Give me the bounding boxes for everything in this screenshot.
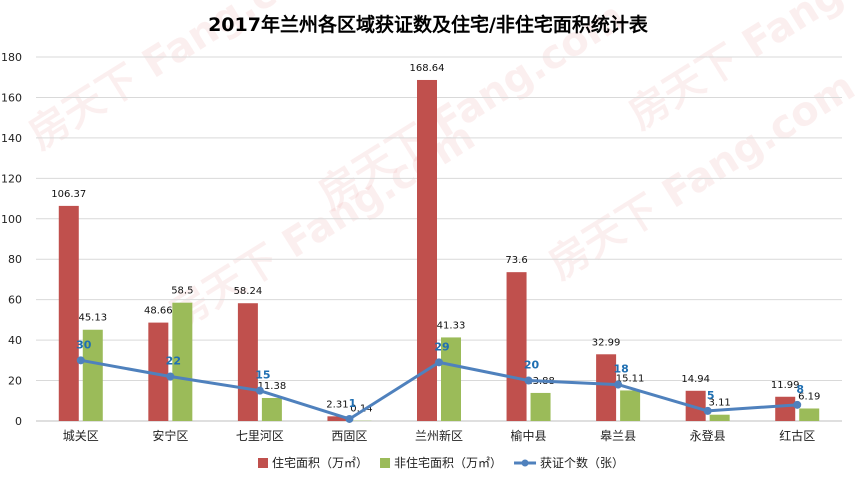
data-label-residential: 11.99 <box>771 380 800 391</box>
x-category-label: 安宁区 <box>152 428 188 443</box>
gridlines <box>36 56 842 422</box>
bar-non-residential <box>172 302 193 421</box>
legend-label: 住宅面积（万㎡） <box>272 455 368 470</box>
line-point <box>793 400 802 409</box>
data-label-certificate-count: 20 <box>524 359 540 372</box>
data-label-residential: 73.6 <box>505 255 527 266</box>
line-point <box>614 380 623 389</box>
legend-swatch-marker <box>521 459 529 467</box>
y-tick-label: 140 <box>1 132 22 145</box>
data-label-residential: 58.24 <box>234 286 263 297</box>
chart-title: 2017年兰州各区域获证数及住宅/非住宅面积统计表 <box>208 13 649 36</box>
line-point <box>76 356 85 365</box>
x-category-label: 城关区 <box>63 429 99 443</box>
x-category-label: 永登县 <box>690 428 726 443</box>
y-tick-label: 80 <box>8 253 22 266</box>
bar-non-residential <box>530 392 551 421</box>
data-label-certificate-count: 29 <box>434 340 449 353</box>
y-tick-label: 120 <box>1 172 22 185</box>
y-tick-label: 100 <box>1 213 22 226</box>
x-category-label: 红古区 <box>779 428 815 443</box>
x-category-label: 西固区 <box>331 429 367 443</box>
legend-swatch <box>258 458 268 468</box>
data-label-residential: 106.37 <box>51 189 86 200</box>
line-point <box>524 376 533 385</box>
data-label-non-residential: 3.11 <box>709 398 731 409</box>
bar-non-residential <box>799 408 820 421</box>
bar-non-residential <box>82 329 103 421</box>
legend-swatch <box>380 458 391 468</box>
data-label-non-residential: 6.19 <box>798 391 820 402</box>
data-label-non-residential: 58.5 <box>171 286 193 297</box>
bar-residential <box>237 303 258 421</box>
data-label-certificate-count: 15 <box>255 369 270 382</box>
data-label-residential: 32.99 <box>592 337 621 348</box>
y-axis: 0 20 40 60 80 100 120 140 160 180 <box>1 51 22 428</box>
x-category-label: 七里河区 <box>236 429 284 443</box>
legend-label: 获证个数（张） <box>540 455 624 470</box>
x-category-label: 兰州新区 <box>415 428 463 443</box>
bar-non-residential <box>620 390 641 421</box>
y-tick-label: 40 <box>8 334 22 347</box>
bar-residential <box>417 79 437 421</box>
y-tick-label: 0 <box>15 415 22 428</box>
data-label-certificate-count: 8 <box>796 383 804 396</box>
x-category-label: 榆中县 <box>511 428 547 443</box>
data-label-residential: 14.94 <box>681 374 710 385</box>
bar-non-residential <box>261 397 282 421</box>
bar-residential <box>506 272 527 421</box>
line-series: 30 22 15 1 29 20 18 5 8 <box>76 338 804 423</box>
data-label-non-residential: 41.33 <box>437 320 466 331</box>
bar-residential <box>58 205 79 421</box>
y-tick-label: 160 <box>1 91 22 104</box>
line-point <box>703 406 712 415</box>
x-axis: 城关区 安宁区 七里河区 西固区 兰州新区 榆中县 皋兰县 永登县 红古区 <box>63 428 815 443</box>
line-point <box>166 372 175 381</box>
bar-residential <box>327 416 348 421</box>
y-tick-label: 60 <box>8 294 22 307</box>
bar-non-residential <box>441 337 461 421</box>
data-label-non-residential: 45.13 <box>78 313 107 324</box>
y-tick-label: 20 <box>8 375 22 388</box>
legend-label: 非住宅面积（万㎡） <box>394 455 502 470</box>
data-label-residential: 168.64 <box>410 63 445 74</box>
bar-residential <box>148 322 169 421</box>
data-label-residential: 2.31 <box>326 399 348 410</box>
line-point <box>435 358 443 367</box>
x-category-label: 皋兰县 <box>600 428 636 443</box>
line-point <box>345 414 354 423</box>
data-label-non-residential: 15.11 <box>616 373 645 384</box>
data-label-certificate-count: 22 <box>166 355 181 368</box>
line-point <box>255 386 264 395</box>
data-label-non-residential: 11.38 <box>258 381 287 392</box>
data-label-certificate-count: 18 <box>613 363 628 376</box>
data-label-certificate-count: 5 <box>707 389 715 402</box>
bar-non-residential <box>709 414 730 421</box>
data-label-certificate-count: 30 <box>76 338 92 351</box>
y-tick-label: 180 <box>1 51 22 64</box>
data-label-certificate-count: 1 <box>349 397 357 410</box>
data-label-residential: 48.66 <box>144 306 173 317</box>
bar-residential <box>596 354 617 421</box>
bar-residential <box>775 396 796 421</box>
data-label-non-residential: 0.14 <box>350 404 372 415</box>
legend: 住宅面积（万㎡） 非住宅面积（万㎡） 获证个数（张） <box>258 455 624 470</box>
